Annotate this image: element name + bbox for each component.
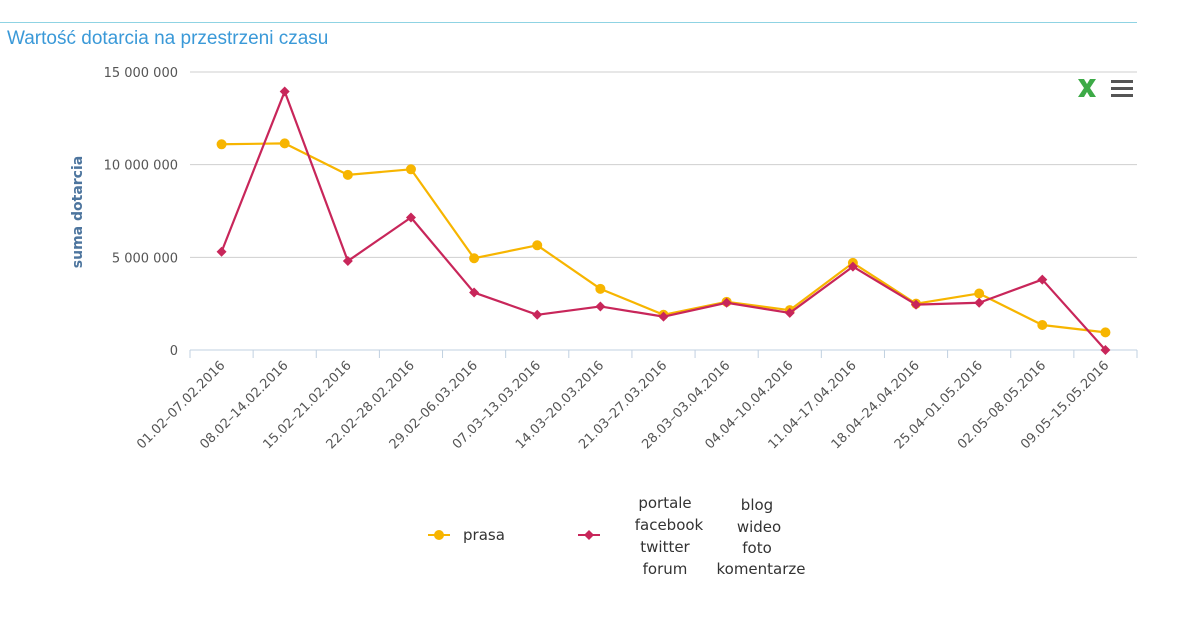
data-point[interactable]: [595, 301, 606, 312]
y-axis-label: suma dotarcia: [70, 156, 86, 268]
legend-label-blog: blog: [741, 496, 773, 514]
y-axis-ticks: 0 5 000 000 10 000 000 15 000 000: [104, 66, 178, 359]
legend-label-facebook: facebook: [635, 516, 704, 534]
series-line: [221, 142, 1106, 334]
data-point[interactable]: [595, 283, 606, 294]
legend-marker-prasa: [434, 530, 444, 540]
data-point[interactable]: [405, 212, 416, 223]
data-point[interactable]: [1100, 327, 1111, 338]
legend-marker-other: [584, 530, 594, 540]
y-tick-label: 5 000 000: [112, 251, 178, 266]
data-point[interactable]: [469, 287, 480, 298]
data-point[interactable]: [279, 138, 290, 149]
data-point[interactable]: [469, 253, 480, 264]
data-point[interactable]: [911, 299, 922, 310]
y-tick-label: 15 000 000: [104, 66, 178, 81]
data-point[interactable]: [1100, 345, 1111, 355]
legend-label-foto: foto: [742, 539, 772, 557]
legend-label-forum: forum: [643, 560, 688, 578]
legend-label-portale: portale: [638, 494, 691, 512]
data-point[interactable]: [405, 164, 416, 175]
legend-item-other[interactable]: portale facebook twitter forum blog wide…: [578, 494, 806, 578]
data-point[interactable]: [721, 297, 732, 308]
x-axis-ticks: 01.02–07.02.201608.02–14.02.201615.02–21…: [134, 358, 1112, 452]
data-point[interactable]: [216, 246, 227, 257]
y-tick-label: 10 000 000: [104, 159, 178, 174]
series-prasa: [216, 138, 1111, 338]
grid-lines: [190, 71, 1137, 351]
series-group: [216, 86, 1111, 355]
data-point[interactable]: [279, 86, 290, 97]
legend-label-prasa: prasa: [463, 526, 505, 544]
data-point[interactable]: [784, 307, 795, 318]
data-point[interactable]: [974, 288, 985, 299]
legend-label-wideo: wideo: [737, 518, 781, 536]
y-tick-label: 0: [170, 344, 178, 359]
data-point[interactable]: [532, 240, 543, 251]
data-point[interactable]: [658, 311, 669, 322]
data-point[interactable]: [342, 256, 353, 267]
excel-export-icon[interactable]: [1078, 79, 1096, 97]
data-point[interactable]: [342, 169, 353, 180]
data-point[interactable]: [847, 261, 858, 272]
title-divider: [0, 22, 1137, 23]
series-other: [216, 86, 1111, 355]
legend: prasa portale facebook twitter forum blo…: [428, 494, 806, 578]
hamburger-menu-icon[interactable]: [1111, 80, 1133, 97]
chart-title: Wartość dotarcia na przestrzeni czasu: [7, 28, 329, 49]
x-axis: [189, 349, 1138, 358]
data-point[interactable]: [1037, 319, 1048, 330]
data-point[interactable]: [1037, 274, 1048, 285]
data-point[interactable]: [216, 139, 227, 150]
data-point[interactable]: [974, 297, 985, 308]
legend-label-komentarze: komentarze: [716, 560, 805, 578]
data-point[interactable]: [532, 309, 543, 320]
legend-label-twitter: twitter: [640, 538, 690, 556]
legend-item-prasa[interactable]: prasa: [428, 526, 505, 544]
